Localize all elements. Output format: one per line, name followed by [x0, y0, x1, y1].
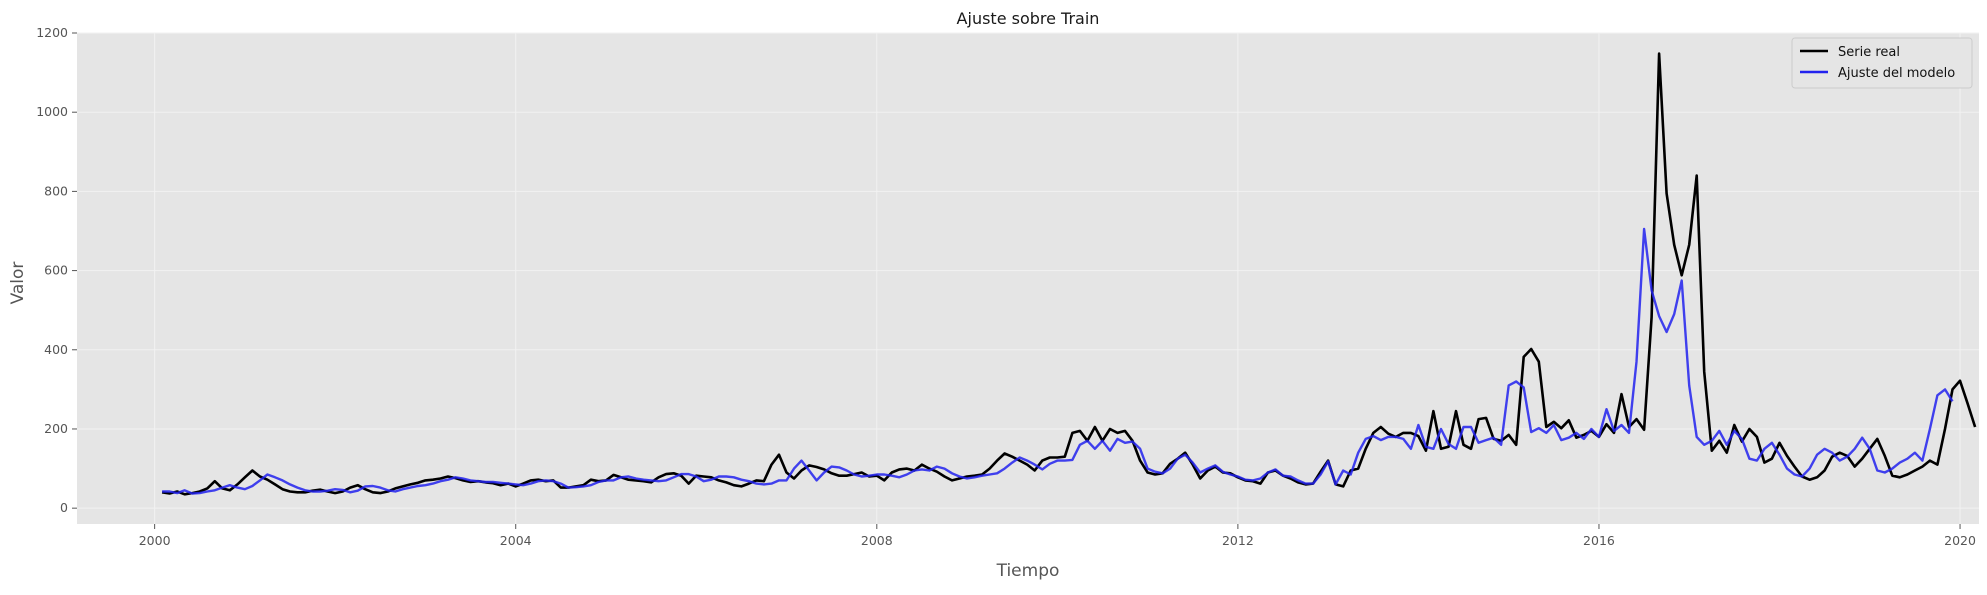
y-tick-label: 400: [44, 342, 68, 357]
x-tick-label: 2000: [139, 533, 171, 548]
axis-ticks: 0 200 400 600 800 1000 1200 2000 2004 2008 2012 201…: [36, 25, 1976, 548]
grid: [77, 32, 1979, 524]
x-tick-label: 2008: [861, 533, 893, 548]
y-tick-label: 1200: [36, 25, 68, 40]
legend-box: [1791, 37, 1973, 89]
y-tick-label: 1000: [36, 104, 68, 119]
chart-title: Ajuste sobre Train: [957, 9, 1100, 28]
legend-label-serie-real: Serie real: [1838, 45, 1900, 60]
plot-background: [77, 33, 1979, 524]
y-tick-label: 0: [60, 500, 68, 515]
y-axis-label: Valor: [8, 262, 28, 305]
x-tick-label: 2004: [500, 533, 532, 548]
series-line-serie-real: [161, 52, 1977, 496]
x-tick-label: 2012: [1222, 533, 1254, 548]
series-lines: [161, 52, 1977, 496]
series-line-ajuste-del-modelo: [162, 227, 1954, 495]
y-tick-label: 800: [44, 183, 68, 198]
legend-label-ajuste-del-modelo: Ajuste del modelo: [1838, 66, 1955, 81]
x-tick-label: 2020: [1944, 533, 1976, 548]
y-tick-label: 200: [44, 421, 68, 436]
legend: Serie real Ajuste del modelo: [1791, 37, 1973, 89]
x-tick-label: 2016: [1583, 533, 1615, 548]
x-axis-label: Tiempo: [996, 561, 1060, 581]
y-tick-label: 600: [44, 263, 68, 278]
